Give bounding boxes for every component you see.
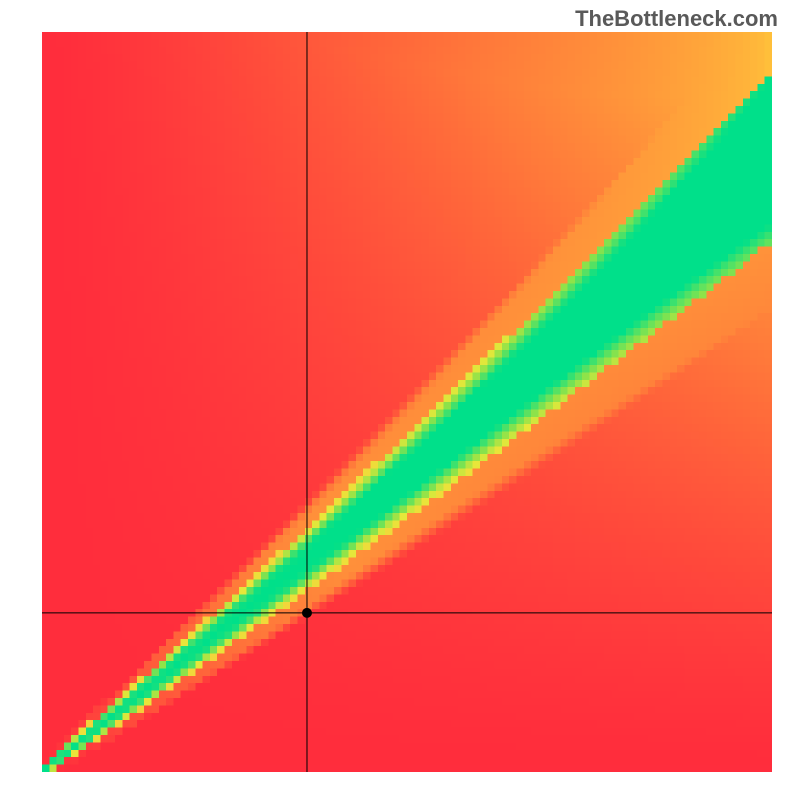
bottleneck-heatmap xyxy=(42,32,772,772)
watermark-text: TheBottleneck.com xyxy=(575,6,778,32)
chart-container: TheBottleneck.com xyxy=(0,0,800,800)
